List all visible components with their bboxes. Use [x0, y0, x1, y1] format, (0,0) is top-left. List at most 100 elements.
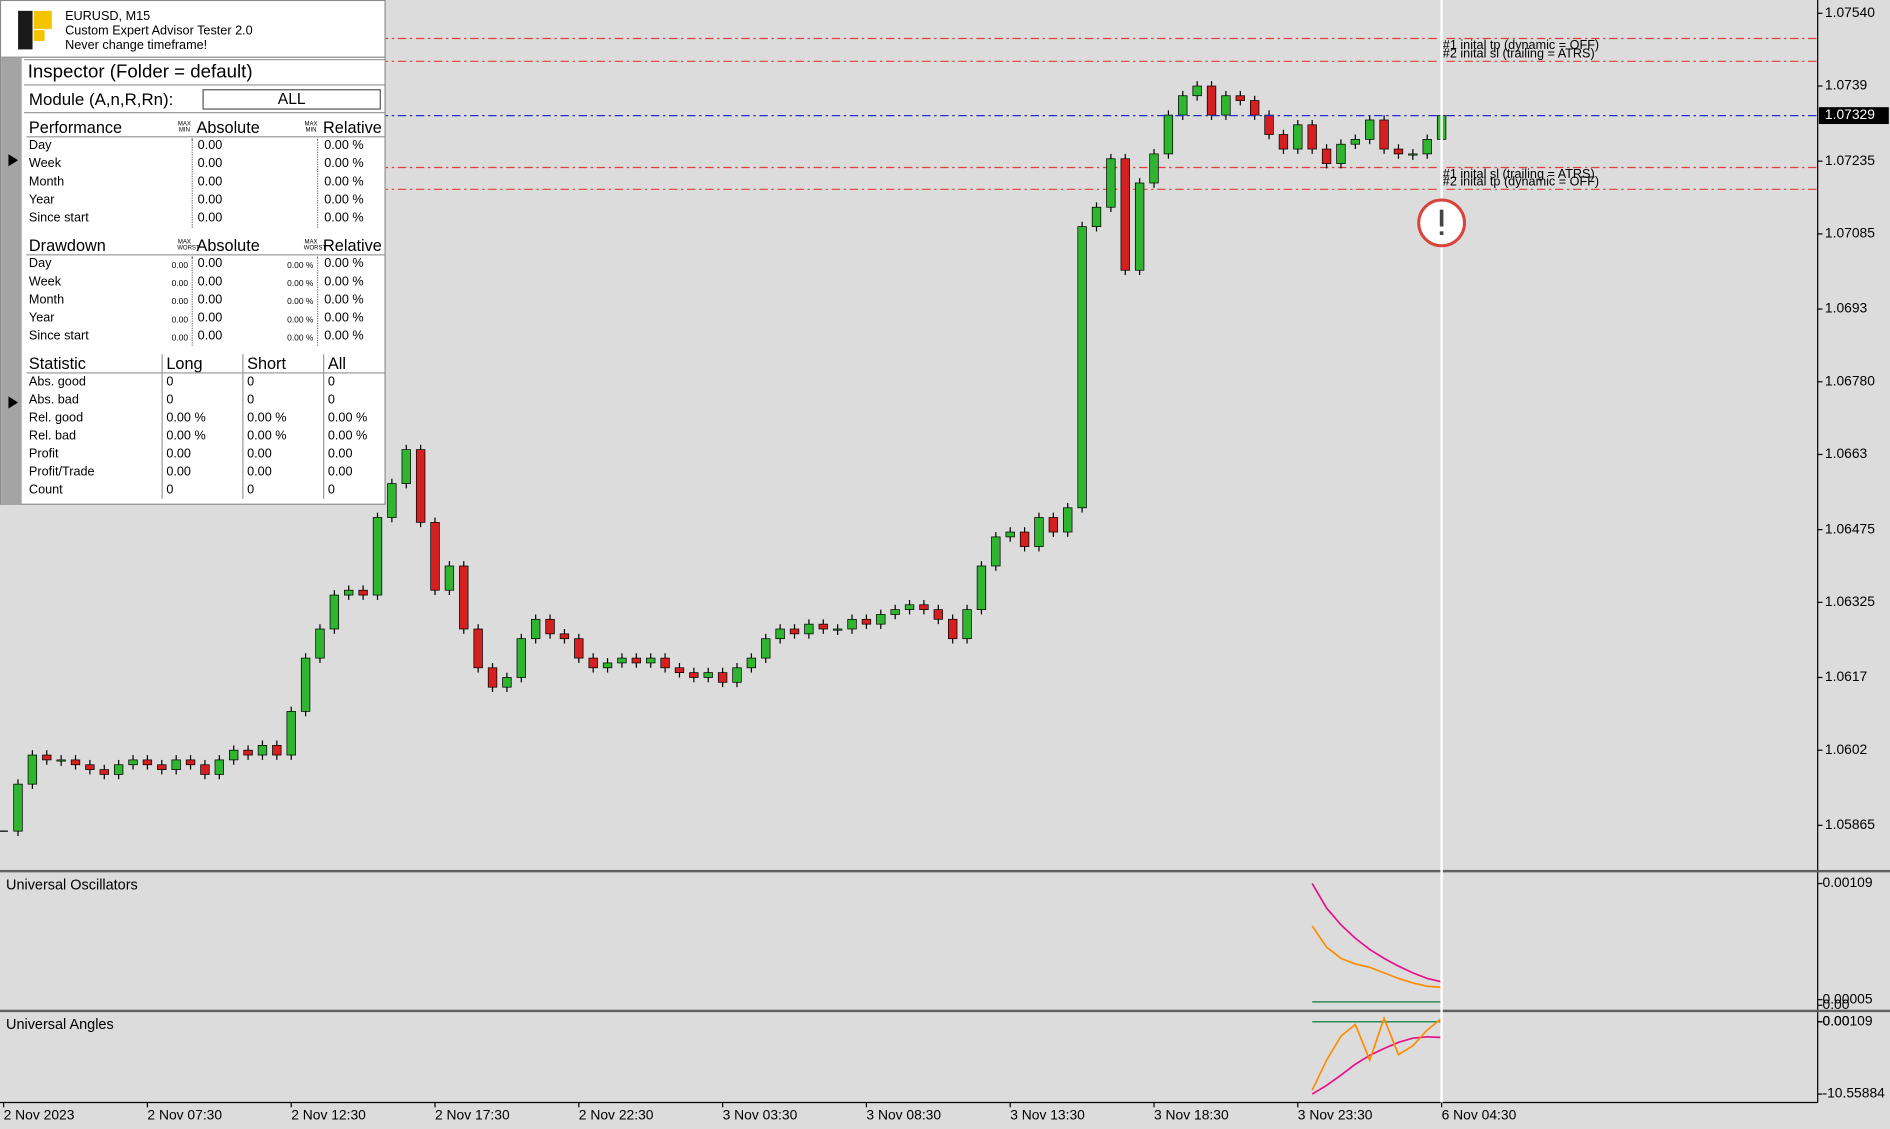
cell: 0: [166, 374, 174, 389]
candle-body: [502, 677, 512, 688]
candle-body: [1149, 153, 1159, 184]
candle-body: [516, 638, 526, 678]
candle-body: [459, 565, 469, 630]
warning-dot: [1439, 231, 1444, 235]
cell: 0.00: [247, 464, 272, 480]
cell: 0: [247, 392, 255, 407]
column-header: All: [327, 354, 346, 373]
candle-body: [746, 657, 757, 669]
price-tag: [1818, 107, 1889, 125]
cell: 0.00 %: [166, 428, 206, 444]
warning-bar: [1439, 209, 1444, 227]
candle-body: [430, 521, 440, 591]
candle-body: [1350, 138, 1361, 145]
candle-body: [1091, 206, 1102, 227]
candle-body: [948, 618, 958, 640]
module-box[interactable]: [202, 89, 381, 110]
candle-body: [1307, 124, 1317, 150]
divider: [191, 256, 193, 346]
section-header: Performance: [28, 118, 123, 137]
candle-body: [1048, 517, 1059, 533]
candle-body: [832, 628, 843, 631]
row-label: Rel. bad: [28, 428, 77, 444]
candle-body: [128, 759, 138, 766]
level-label: #1 inital sl (trailing = ATRS): [1443, 167, 1595, 181]
cell: 0.00: [197, 138, 223, 153]
candle-body: [1206, 85, 1217, 116]
cell: 0.00: [197, 274, 223, 289]
cell-small: 0.00: [171, 280, 189, 289]
cell-small: 0.00 %: [287, 262, 314, 271]
candle-body: [574, 638, 584, 659]
x-tick-label: 3 Nov 08:30: [866, 1106, 941, 1122]
candle-body: [890, 609, 900, 615]
candle-body: [530, 618, 541, 640]
candle-body: [818, 623, 828, 630]
candle-body: [1106, 158, 1116, 208]
cell: 0.00 %: [247, 410, 287, 426]
candle-body: [1178, 95, 1188, 116]
candle-body: [415, 449, 426, 523]
logo-bar: [18, 10, 33, 50]
candle-body: [157, 764, 167, 770]
candle-body: [300, 657, 311, 712]
candle-body: [602, 662, 613, 669]
candle-body: [1163, 114, 1174, 155]
cell: 0.00 %: [324, 192, 364, 207]
level-label: #2 inital sl (trailing = ATRS): [1443, 46, 1595, 60]
candle-body: [1422, 138, 1432, 155]
cell-small: 0.00: [171, 262, 189, 271]
divider: [26, 136, 385, 138]
candle-body: [1365, 119, 1375, 140]
candle-body: [1063, 507, 1073, 533]
expand-arrow[interactable]: [7, 395, 19, 409]
candle-body: [444, 565, 455, 591]
x-tick-label: 3 Nov 23:30: [1298, 1106, 1373, 1122]
cell-small: 0.00 %: [287, 334, 314, 343]
candle-body: [473, 628, 483, 669]
cell: 0.00 %: [166, 410, 206, 426]
candle-body: [1192, 85, 1202, 97]
mini-label-part: WORST: [303, 244, 327, 252]
tester-panel: EURUSD, M15 Custom Expert Advisor Tester …: [0, 0, 386, 505]
candle-body: [142, 759, 153, 766]
candle-body: [1077, 226, 1087, 509]
x-tick-label: 2 Nov 2023: [4, 1106, 75, 1122]
cell: 0.00 %: [324, 292, 364, 307]
cell: 0.00: [327, 446, 353, 462]
warning-icon[interactable]: [1417, 198, 1467, 248]
y-tick-label: 1.06780: [1825, 372, 1875, 388]
cell: 0.00 %: [324, 274, 364, 289]
candle-body: [761, 638, 771, 659]
y-tick-label: 0.00: [1823, 1012, 1850, 1028]
row-label: Rel. good: [28, 410, 84, 426]
mini-label-part: WORST: [177, 244, 200, 252]
x-tick-label: 2 Nov 22:30: [579, 1106, 654, 1122]
candle-body: [27, 754, 38, 785]
row-label: Week: [28, 156, 62, 171]
y-tick-label: 1.05865: [1825, 816, 1875, 832]
cell-small: 0.00: [171, 316, 189, 325]
row-label: Profit: [28, 446, 59, 462]
candle-body: [487, 667, 498, 688]
cell: 0.00: [166, 446, 191, 462]
candle-body: [804, 623, 814, 635]
candle-body: [1264, 114, 1274, 135]
candle-body: [70, 759, 81, 766]
expand-arrow[interactable]: [7, 153, 19, 167]
cell-small: 0.00 %: [287, 316, 314, 325]
cell-small: 0.00: [171, 334, 189, 343]
indicator-line: [1311, 925, 1442, 989]
candle-body: [401, 449, 411, 484]
side-strip: [1, 57, 22, 505]
candle-body: [1293, 124, 1303, 150]
candle-body: [13, 783, 23, 832]
y-tick-label: 1.07235: [1825, 152, 1875, 168]
symbol: EURUSD, M15: [65, 9, 151, 24]
inspector-title: Inspector (Folder = default): [27, 61, 253, 83]
row-label: Week: [28, 274, 62, 289]
candle-body: [1005, 531, 1015, 538]
x-tick-label: 3 Nov 13:30: [1010, 1106, 1085, 1122]
row-label: Month: [28, 174, 65, 189]
